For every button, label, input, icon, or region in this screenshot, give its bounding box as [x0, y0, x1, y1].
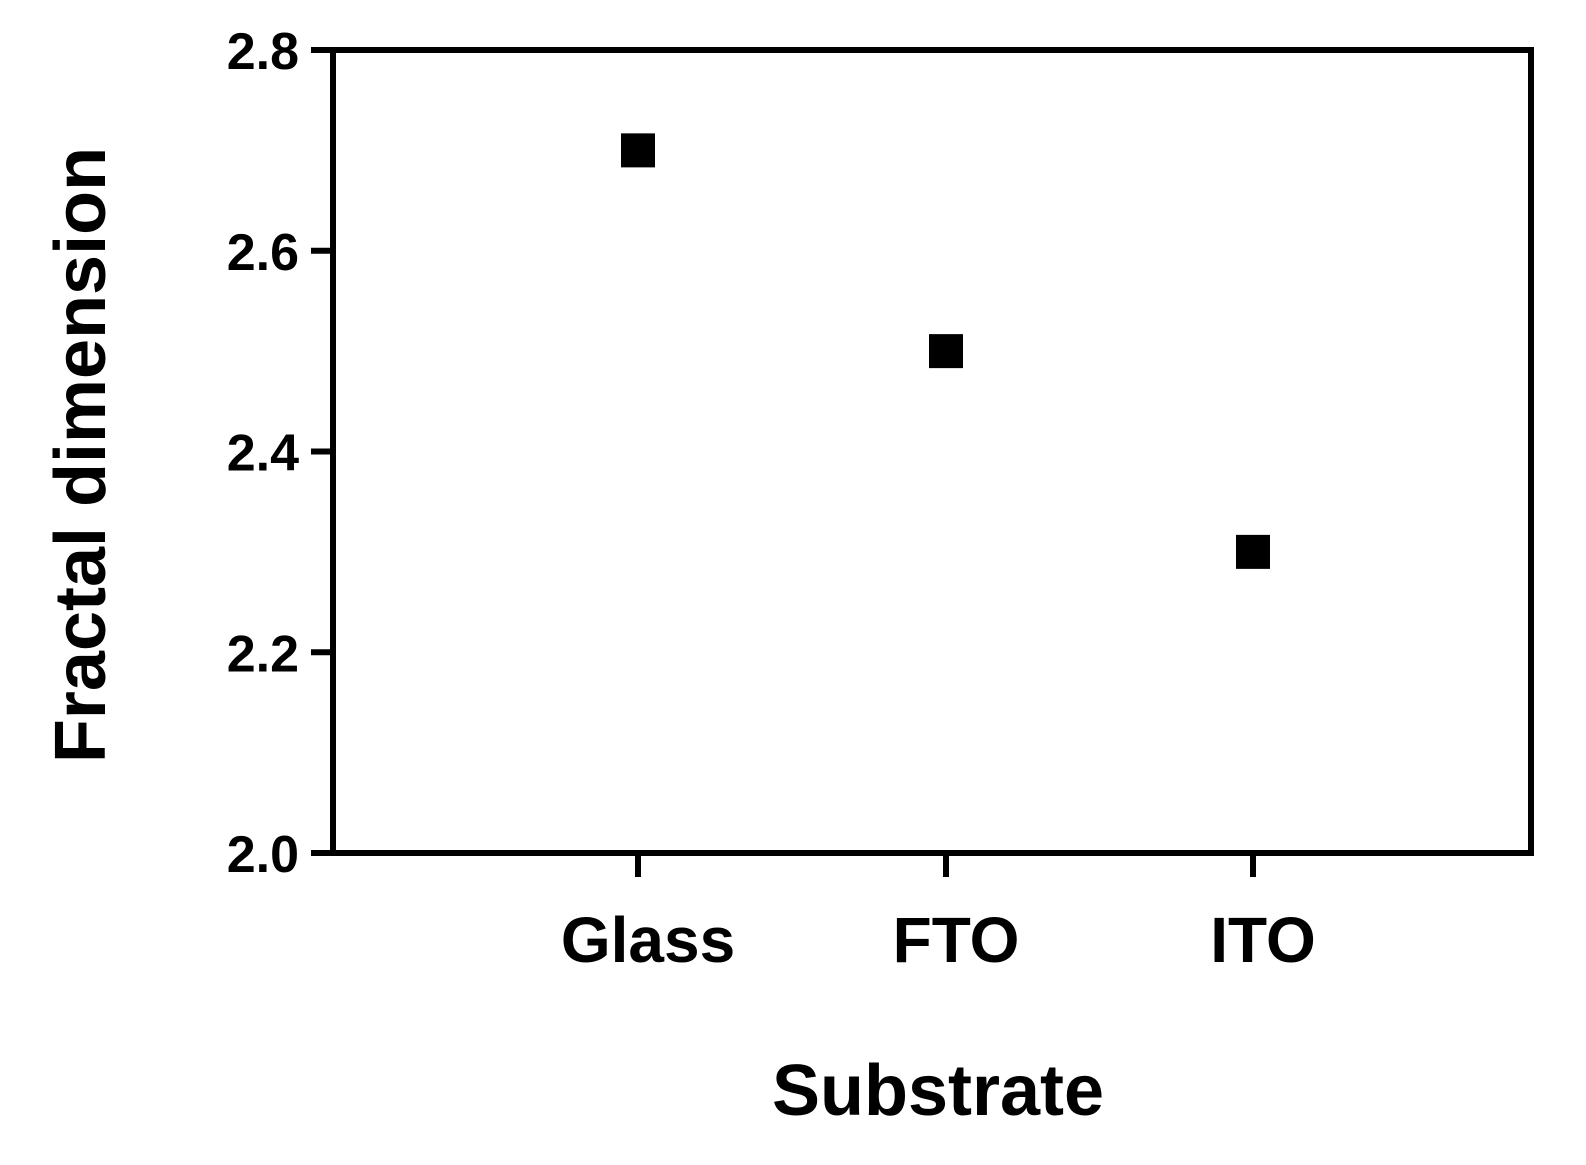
x-tick-label-ito: ITO	[1210, 904, 1316, 976]
data-point-glass	[621, 133, 655, 168]
x-tick-label-fto: FTO	[893, 904, 1020, 976]
x-tick-label-glass: Glass	[561, 904, 735, 976]
y-tick-label: 2.4	[227, 425, 299, 483]
x-axis-title: Substrate	[772, 1051, 1104, 1131]
data-point-fto	[929, 334, 963, 369]
x-axis: Glass FTO ITO	[561, 853, 1316, 976]
data-point-ito	[1236, 534, 1270, 569]
y-tick-label: 2.8	[227, 23, 299, 81]
y-tick-label: 2.0	[227, 826, 299, 884]
y-axis-title: Fractal dimension	[41, 147, 121, 763]
plot-frame	[330, 47, 1534, 856]
y-tick-label: 2.6	[227, 224, 299, 282]
plot-area-border	[330, 47, 1534, 856]
y-axis: 2.0 2.2 2.4 2.6 2.8	[227, 23, 333, 884]
y-tick-label: 2.2	[227, 625, 299, 683]
data-points	[621, 133, 1270, 569]
